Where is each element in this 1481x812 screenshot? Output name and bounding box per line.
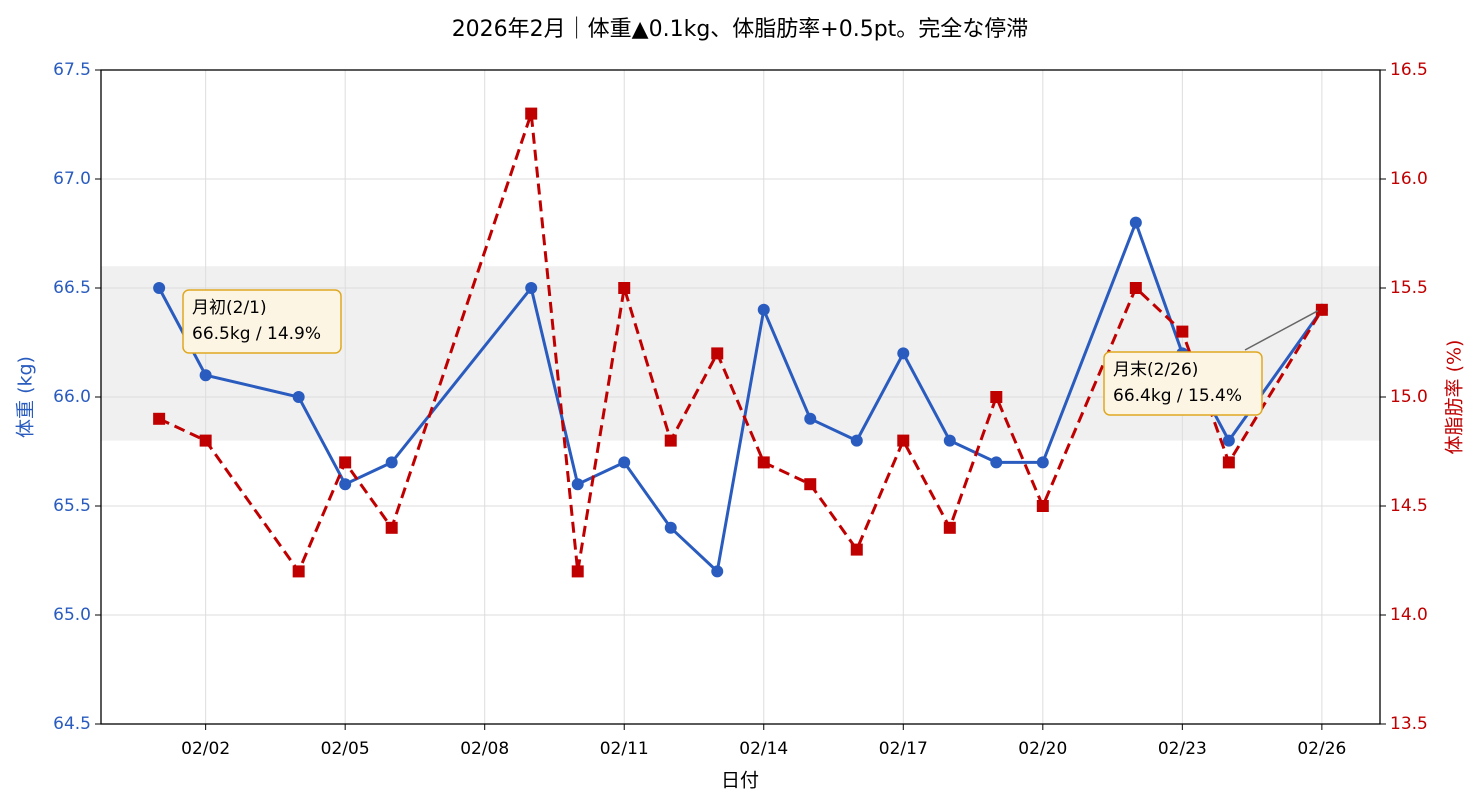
- series-line: [158, 113, 1324, 575]
- data-point: [757, 456, 770, 469]
- annotation-text: 66.4kg / 15.4%: [1113, 386, 1242, 406]
- data-point: [943, 434, 956, 447]
- x-tick-label: 02/08: [460, 739, 509, 759]
- data-point: [571, 478, 584, 491]
- data-point: [339, 478, 352, 491]
- data-point: [525, 107, 538, 120]
- data-point: [897, 347, 910, 360]
- data-point: [1176, 325, 1189, 338]
- data-point: [711, 565, 724, 578]
- data-point: [153, 412, 166, 425]
- annotation-box: [182, 289, 342, 354]
- y-tick-label: 65.0: [53, 605, 91, 625]
- data-point: [1222, 456, 1235, 469]
- data-point: [199, 434, 212, 447]
- y2-tick-label: 14.5: [1390, 496, 1428, 516]
- x-axis-label: 日付: [721, 770, 759, 792]
- data-point: [711, 347, 724, 360]
- data-point: [664, 434, 677, 447]
- y-tick-label: 65.5: [53, 496, 91, 516]
- annotation-text: 月初(2/1): [192, 298, 267, 318]
- data-point: [1036, 456, 1049, 469]
- y2-tick-label: 16.0: [1390, 169, 1428, 189]
- y2-tick-label: 13.5: [1390, 714, 1428, 734]
- x-tick-label: 02/02: [181, 739, 230, 759]
- data-point: [804, 478, 817, 491]
- chart-title: 2026年2月｜体重▲0.1kg、体脂肪率+0.5pt。完全な停滞: [452, 17, 1029, 42]
- data-point: [1222, 434, 1235, 447]
- data-point: [990, 391, 1003, 403]
- data-point: [618, 282, 631, 294]
- data-point: [850, 434, 863, 447]
- data-point: [804, 412, 817, 425]
- data-point: [1315, 303, 1328, 316]
- data-point: [1129, 216, 1142, 229]
- x-tick-label: 02/05: [321, 739, 370, 759]
- y-tick-label: 66.5: [53, 278, 91, 298]
- data-point: [943, 521, 956, 534]
- plot-frame: [100, 69, 1381, 725]
- x-tick-label: 02/14: [739, 739, 788, 759]
- data-point: [525, 282, 538, 294]
- data-point: [1036, 500, 1049, 512]
- y2-tick-label: 15.5: [1390, 278, 1428, 298]
- y-tick-label: 66.0: [53, 387, 91, 407]
- data-point: [385, 456, 398, 469]
- data-point: [292, 565, 305, 578]
- y-tick-label: 67.5: [53, 60, 91, 80]
- y-tick-label: 67.0: [53, 169, 91, 189]
- annotation-box: [1103, 351, 1263, 416]
- y2-tick-label: 14.0: [1390, 605, 1428, 625]
- y2-axis-label: 体脂肪率 (%): [1444, 340, 1466, 455]
- x-tick-label: 02/20: [1018, 739, 1067, 759]
- data-point: [292, 391, 305, 403]
- data-point: [199, 369, 212, 382]
- data-point: [897, 434, 910, 447]
- x-tick-label: 02/23: [1158, 739, 1207, 759]
- data-point: [1129, 282, 1142, 294]
- y2-tick-label: 15.0: [1390, 387, 1428, 407]
- data-point: [339, 456, 352, 469]
- data-point: [990, 456, 1003, 469]
- annotation-text: 月末(2/26): [1113, 360, 1198, 380]
- annotation-text: 66.5kg / 14.9%: [192, 324, 321, 344]
- data-point: [571, 565, 584, 578]
- data-point: [618, 456, 631, 469]
- data-point: [385, 521, 398, 534]
- data-point: [153, 282, 166, 294]
- data-point: [850, 543, 863, 556]
- y-tick-label: 64.5: [53, 714, 91, 734]
- y-axis-label: 体重 (kg): [15, 356, 37, 438]
- x-tick-label: 02/26: [1297, 739, 1346, 759]
- data-point: [757, 303, 770, 316]
- y2-tick-label: 16.5: [1390, 60, 1428, 80]
- x-tick-label: 02/17: [879, 739, 928, 759]
- data-point: [664, 521, 677, 534]
- annotation-arrow: [1244, 310, 1319, 351]
- x-tick-label: 02/11: [600, 739, 649, 759]
